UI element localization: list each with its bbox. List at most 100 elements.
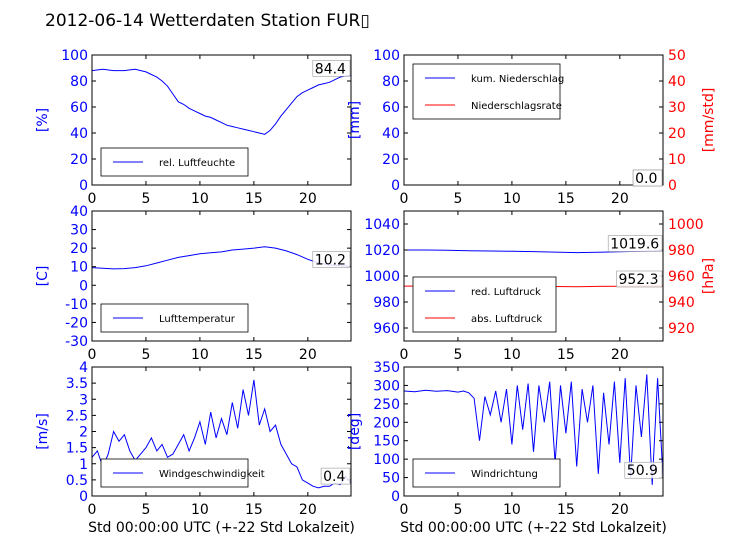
y-tick-label: 200	[373, 415, 400, 431]
annotation-text: 84.4	[315, 61, 346, 77]
y2-tick-label: 920	[668, 321, 695, 337]
y-tick-label: 100	[373, 48, 400, 64]
y-tick-label: 40	[70, 204, 88, 220]
y-tick-label: 250	[373, 397, 400, 413]
figure-title: 2012-06-14 Wetterdaten Station FUR▯	[45, 11, 370, 31]
panel-5: 0 5 10 15 20 00.511.522.533.54 [m/s] Std 00:00:…	[35, 360, 355, 536]
y-tick-label: 980	[373, 295, 400, 311]
y-tick-label: 0	[79, 489, 88, 505]
x-tick-label: 5	[141, 191, 150, 207]
panel-1: 0 5 10 15 20 0 20 40 60 80 100 [%] rel. Luftfeuchte 8…	[35, 48, 352, 207]
x-tick-label: 5	[141, 347, 150, 363]
annotation-text: 952.3	[619, 272, 659, 288]
y-tick-label: 100	[373, 452, 400, 468]
y-tick-label: 100	[61, 48, 88, 64]
y-tick-label: 30	[70, 223, 88, 239]
y-tick-label: 60	[382, 100, 400, 116]
x-tick-label: 10	[191, 502, 209, 518]
legend-label: red. Luftdruck	[471, 287, 541, 298]
y-tick-label: -30	[65, 334, 88, 350]
y-tick-label: 20	[70, 241, 88, 257]
y-tick-label: 1	[79, 457, 88, 473]
y-tick-label: 150	[373, 434, 400, 450]
x-tick-label: 5	[141, 502, 150, 518]
y-axis-label: [m/s]	[35, 413, 51, 450]
legend-box	[412, 63, 561, 120]
x-tick-label: 20	[299, 191, 317, 207]
y-tick-label: 0	[391, 489, 400, 505]
x-tick-label: 0	[88, 347, 97, 363]
x-tick-label: 20	[611, 502, 629, 518]
annotation-text: 1019.6	[610, 237, 659, 253]
last-value-annotation: 84.4	[312, 59, 351, 77]
y-tick-label: 0	[79, 278, 88, 294]
x-axis-label: Std 00:00:00 UTC (+-22 Std Lokalzeit)	[400, 520, 667, 536]
x-tick-label: 0	[400, 191, 409, 207]
x-tick-label: 15	[245, 191, 263, 207]
legend: red. Luftdruck abs. Luftdruck	[412, 276, 557, 333]
annotation-box	[632, 169, 663, 187]
legend: kum. Niederschlag Niederschlagsrate	[412, 63, 564, 120]
y-tick-label: 40	[70, 126, 88, 142]
axes-frame	[403, 54, 664, 186]
annotation-box	[616, 270, 663, 288]
panel-4: 0 5 10 15 20 960 980 1000 1020 1040 920 940 960 980 10…	[364, 210, 717, 363]
x-tick-label: 10	[191, 347, 209, 363]
axes-frame	[91, 54, 352, 186]
legend: Lufttemperatur	[100, 303, 249, 333]
x-tick-label: 15	[557, 347, 575, 363]
annotation-box	[312, 59, 351, 77]
annotation-text: 10.2	[315, 252, 346, 268]
last-value-annotation: 10.2	[312, 251, 351, 268]
y-tick-label: 20	[382, 152, 400, 168]
y-axis-label: [C]	[35, 266, 51, 287]
y-tick-label: 80	[382, 74, 400, 90]
panel-3: 0 5 10 15 20 -30 -20 -10 0 10 20 30 40 [C] Lufttempera…	[35, 204, 352, 363]
legend-label: abs. Luftdruck	[471, 314, 542, 325]
series-line-1	[403, 374, 664, 485]
y2-tick-label: 980	[668, 243, 695, 259]
axes-frame	[91, 210, 352, 342]
y-tick-label: 4	[79, 360, 88, 376]
y-tick-label: 3	[79, 392, 88, 408]
y2-tick-label: 1000	[668, 217, 704, 233]
x-axis-label: Std 00:00:00 UTC (+-22 Std Lokalzeit)	[88, 520, 355, 536]
y-axis-label: [deg]	[347, 413, 363, 450]
y-tick-label: 40	[382, 126, 400, 142]
y-tick-label: 50	[382, 471, 400, 487]
legend: rel. Luftfeuchte	[100, 147, 249, 177]
annotation-text: 0.4	[323, 469, 345, 485]
x-tick-label: 0	[400, 502, 409, 518]
y-tick-label: 0	[79, 178, 88, 194]
y-tick-label: 1000	[364, 269, 400, 285]
y2-tick-label: 940	[668, 295, 695, 311]
y2-tick-label: 50	[668, 48, 686, 64]
annotation-box	[607, 235, 663, 252]
y2-tick-label: 20	[668, 126, 686, 142]
annotation-text: 0.0	[635, 171, 657, 187]
y-tick-label: 0.5	[66, 473, 88, 489]
legend-label: rel. Luftfeuchte	[159, 158, 235, 169]
last-value-annotation: 1019.6	[607, 235, 663, 253]
y2-axis-label: [mm/std]	[701, 88, 717, 153]
legend-label: Lufttemperatur	[159, 314, 236, 325]
x-tick-label: 10	[503, 191, 521, 207]
x-tick-label: 0	[400, 347, 409, 363]
x-tick-label: 10	[191, 191, 209, 207]
y-tick-label: 20	[70, 152, 88, 168]
y2-tick-label: 10	[668, 152, 686, 168]
y-axis-label: [mm]	[347, 101, 363, 139]
annotation-box	[320, 467, 351, 485]
x-tick-label: 15	[557, 191, 575, 207]
legend-label: Niederschlagsrate	[471, 101, 562, 112]
annotation-text: 50.9	[627, 463, 658, 479]
x-tick-label: 20	[611, 191, 629, 207]
y-tick-label: 0	[391, 178, 400, 194]
y-tick-label: 1040	[364, 217, 400, 233]
x-tick-label: 10	[503, 502, 521, 518]
y-tick-label: -20	[65, 315, 88, 331]
legend-label: Windrichtung	[471, 469, 538, 480]
y2-tick-label: 0	[668, 178, 677, 194]
y-tick-label: 2	[79, 425, 88, 441]
